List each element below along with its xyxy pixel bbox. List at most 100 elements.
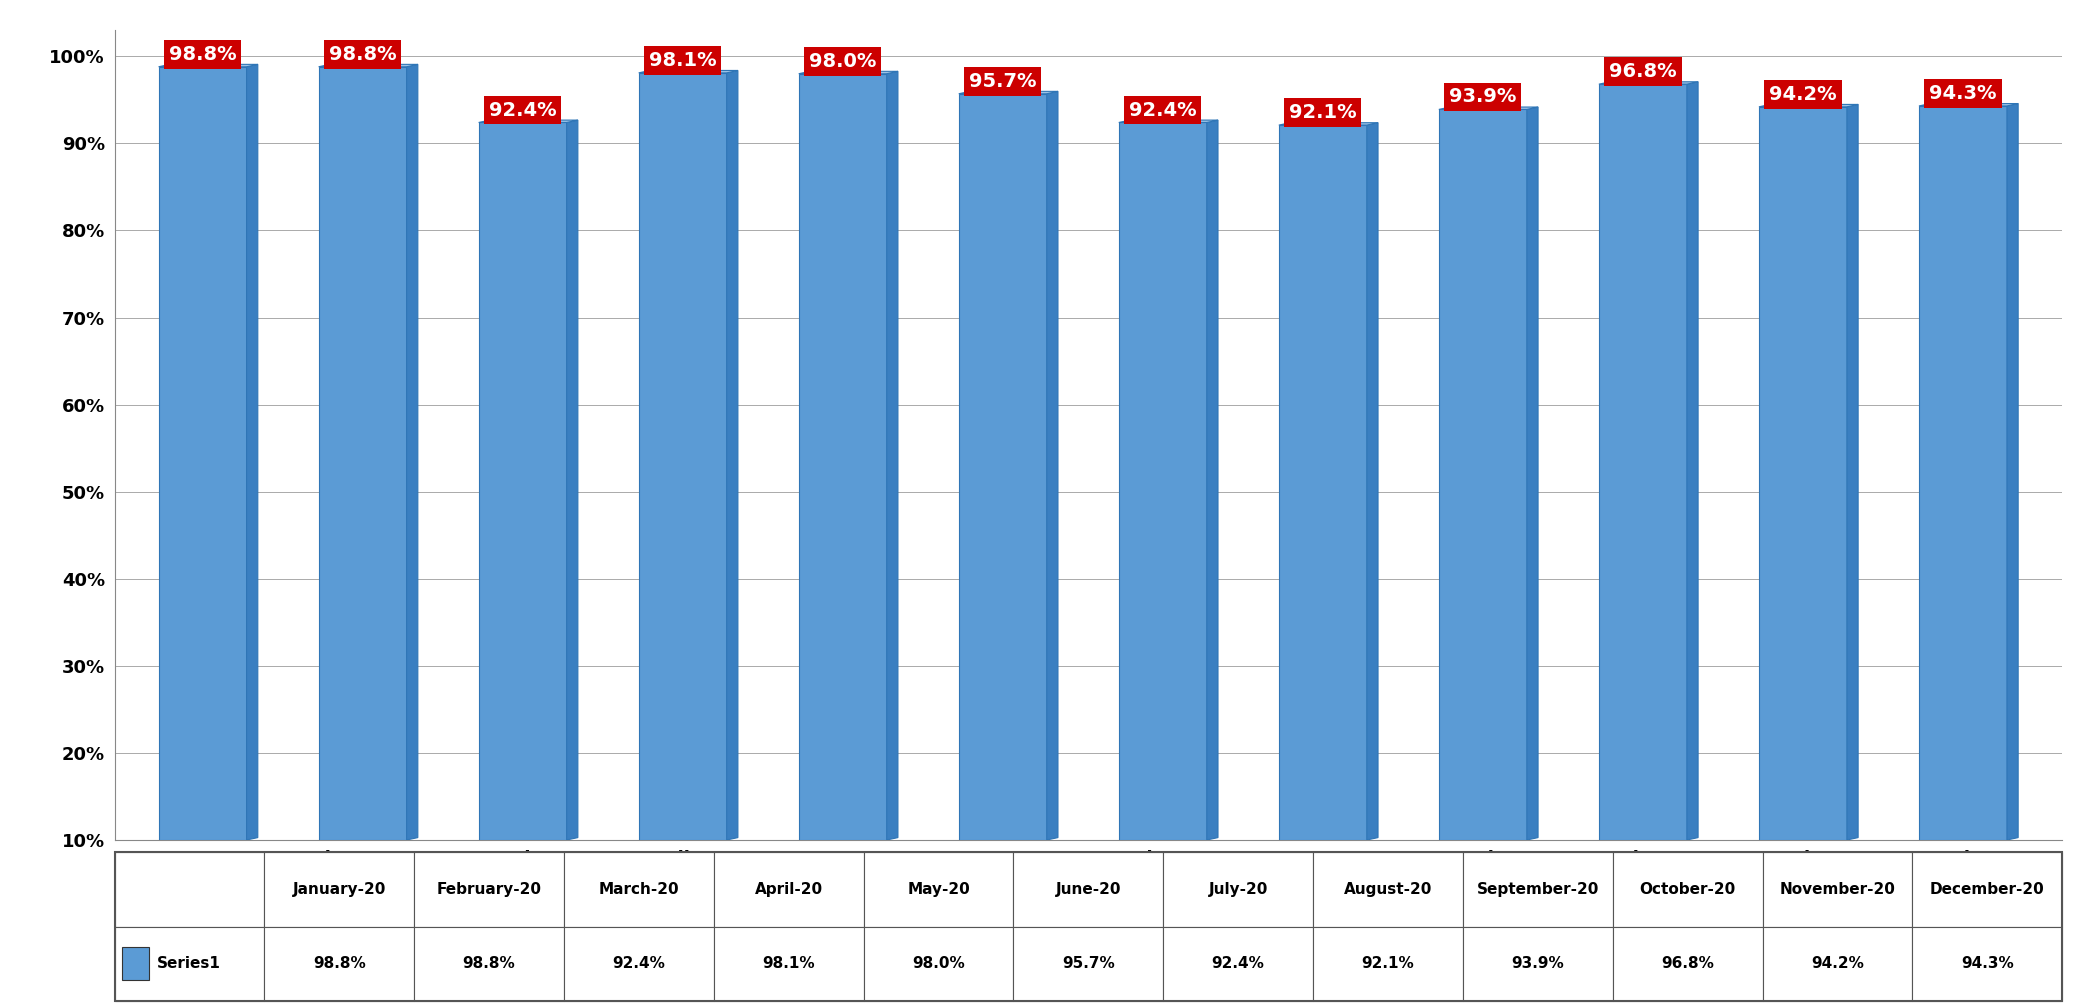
Polygon shape	[1687, 81, 1698, 840]
Polygon shape	[479, 120, 577, 123]
Bar	[564, 852, 714, 927]
Polygon shape	[639, 70, 737, 72]
Bar	[1762, 927, 1912, 1001]
Bar	[1014, 927, 1162, 1001]
Bar	[115, 927, 265, 1001]
Polygon shape	[1206, 120, 1219, 840]
Text: July-20: July-20	[1208, 882, 1269, 896]
Polygon shape	[158, 64, 258, 66]
Bar	[123, 947, 150, 980]
Text: 96.8%: 96.8%	[1662, 957, 1714, 971]
Bar	[1912, 852, 2062, 927]
Bar	[564, 927, 714, 1001]
Text: 98.8%: 98.8%	[312, 957, 367, 971]
Bar	[1912, 927, 2062, 1001]
Text: November-20: November-20	[1779, 882, 1896, 896]
Polygon shape	[798, 71, 898, 73]
Polygon shape	[319, 66, 406, 840]
Text: August-20: August-20	[1344, 882, 1433, 896]
Text: 94.2%: 94.2%	[1810, 957, 1864, 971]
Polygon shape	[246, 64, 258, 840]
Text: 94.3%: 94.3%	[1960, 957, 2014, 971]
Bar	[864, 927, 1014, 1001]
Text: September-20: September-20	[1477, 882, 1600, 896]
Bar	[1162, 927, 1312, 1001]
Text: 98.8%: 98.8%	[329, 45, 396, 63]
Polygon shape	[1439, 107, 1537, 110]
Polygon shape	[1918, 106, 2006, 840]
Polygon shape	[1048, 92, 1058, 840]
Text: 95.7%: 95.7%	[1062, 957, 1114, 971]
Polygon shape	[1279, 125, 1366, 840]
Text: 93.9%: 93.9%	[1512, 957, 1564, 971]
Bar	[714, 927, 864, 1001]
Text: 92.1%: 92.1%	[1362, 957, 1414, 971]
Polygon shape	[1758, 105, 1858, 107]
Polygon shape	[1600, 81, 1698, 85]
Polygon shape	[1439, 110, 1527, 840]
Bar	[1312, 927, 1462, 1001]
Bar	[1462, 852, 1612, 927]
Text: 94.3%: 94.3%	[1929, 83, 1998, 103]
Text: 95.7%: 95.7%	[969, 71, 1037, 91]
Polygon shape	[639, 72, 727, 840]
Text: 98.0%: 98.0%	[912, 957, 964, 971]
Text: 98.1%: 98.1%	[762, 957, 814, 971]
Text: 96.8%: 96.8%	[1608, 62, 1677, 81]
Polygon shape	[1918, 104, 2018, 106]
Polygon shape	[1848, 105, 1858, 840]
Polygon shape	[1527, 107, 1537, 840]
Text: June-20: June-20	[1056, 882, 1121, 896]
Bar	[265, 852, 415, 927]
Text: March-20: March-20	[598, 882, 679, 896]
Text: 92.4%: 92.4%	[490, 101, 556, 120]
Bar	[714, 852, 864, 927]
Polygon shape	[1600, 85, 1687, 840]
Bar	[115, 852, 265, 927]
Text: May-20: May-20	[908, 882, 971, 896]
Polygon shape	[1758, 107, 1848, 840]
Polygon shape	[479, 123, 567, 840]
Polygon shape	[958, 92, 1058, 94]
Polygon shape	[1119, 123, 1206, 840]
Bar	[415, 852, 564, 927]
Polygon shape	[727, 70, 737, 840]
Text: 92.4%: 92.4%	[612, 957, 664, 971]
Polygon shape	[798, 73, 887, 840]
Polygon shape	[2006, 104, 2018, 840]
Polygon shape	[887, 71, 898, 840]
Polygon shape	[319, 64, 419, 66]
Bar	[265, 927, 415, 1001]
Text: December-20: December-20	[1929, 882, 2046, 896]
Polygon shape	[158, 66, 246, 840]
Text: October-20: October-20	[1639, 882, 1735, 896]
Bar	[1762, 852, 1912, 927]
Text: February-20: February-20	[437, 882, 542, 896]
Polygon shape	[1279, 123, 1379, 125]
Text: 98.8%: 98.8%	[169, 45, 235, 63]
Text: 92.4%: 92.4%	[1212, 957, 1264, 971]
Bar	[1014, 852, 1162, 927]
Bar	[864, 852, 1014, 927]
Text: 92.1%: 92.1%	[1289, 104, 1356, 122]
Text: 98.1%: 98.1%	[650, 51, 717, 69]
Text: 98.0%: 98.0%	[808, 51, 877, 70]
Polygon shape	[1119, 120, 1219, 123]
Text: 98.8%: 98.8%	[462, 957, 515, 971]
Text: January-20: January-20	[292, 882, 385, 896]
Bar	[1612, 852, 1762, 927]
Bar	[1312, 852, 1462, 927]
Polygon shape	[406, 64, 419, 840]
Polygon shape	[567, 120, 577, 840]
Bar	[1612, 927, 1762, 1001]
Polygon shape	[1366, 123, 1379, 840]
Text: April-20: April-20	[754, 882, 823, 896]
Text: 92.4%: 92.4%	[1129, 101, 1196, 120]
Bar	[415, 927, 564, 1001]
Polygon shape	[958, 94, 1048, 840]
Text: Series1: Series1	[156, 957, 221, 971]
Text: 94.2%: 94.2%	[1768, 85, 1837, 104]
Bar	[1162, 852, 1312, 927]
Text: 93.9%: 93.9%	[1450, 88, 1516, 107]
Bar	[1462, 927, 1612, 1001]
